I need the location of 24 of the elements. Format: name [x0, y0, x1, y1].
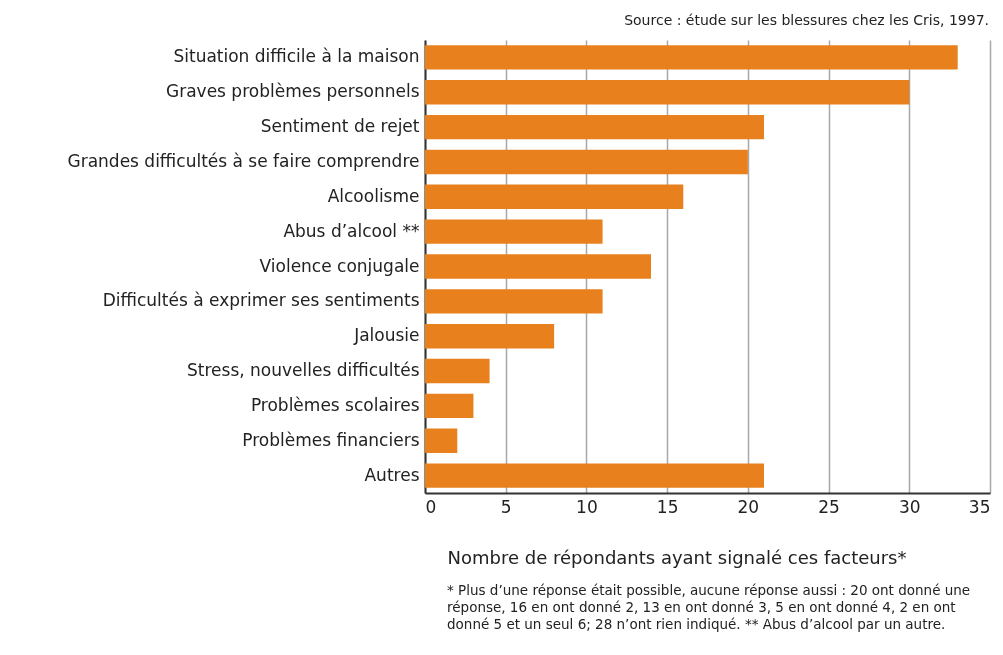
source-note: Source : étude sur les blessures chez les Cris, 1997. [624, 12, 989, 28]
x-axis-title: Nombre de répondants ayant signalé ces facteurs* [447, 546, 907, 568]
y-tick-label: Situation difficile à la maison [173, 46, 420, 67]
y-tick-label: Autres [364, 464, 420, 485]
x-tick-label: 15 [656, 496, 679, 517]
y-tick-label: Grandes difficultés à se faire comprendre [67, 150, 420, 171]
y-tick-label: Alcoolisme [327, 185, 420, 206]
y-tick-label: Violence conjugale [259, 255, 420, 276]
x-tick-label: 20 [737, 496, 760, 517]
x-tick-label: 5 [500, 496, 512, 517]
x-tick-label: 10 [576, 496, 598, 517]
y-tick-label: Sentiment de rejet [260, 116, 420, 137]
y-tick-label: Problèmes scolaires [250, 394, 420, 415]
y-tick-label: Difficultés à exprimer ses sentiments [102, 290, 420, 311]
text: * Plus d’une réponse était possible, aucune réponse aussi : 20 ont donné une réponse, 16 en ont donné 2, 13 en ont donné 3, 5 en ont donné 4, 2 en ont donné 5 et un seul 6; 28 n’ont rien indiqué. ** Abus d’alcool par un autre. [447, 582, 972, 633]
y-tick-label: Problèmes financiers [242, 429, 420, 450]
x-tick-label: 25 [818, 496, 840, 517]
y-tick-label: Graves problèmes personnels [165, 81, 420, 102]
x-tick-label: 0 [425, 496, 437, 517]
y-tick-label: Abus d’alcool ** [283, 220, 420, 241]
y-tick-label: Jalousie [353, 325, 420, 346]
y-tick-label: Stress, nouvelles difficultés [187, 360, 420, 381]
x-tick-label: 35 [968, 496, 991, 517]
x-tick-label: 30 [898, 496, 921, 517]
